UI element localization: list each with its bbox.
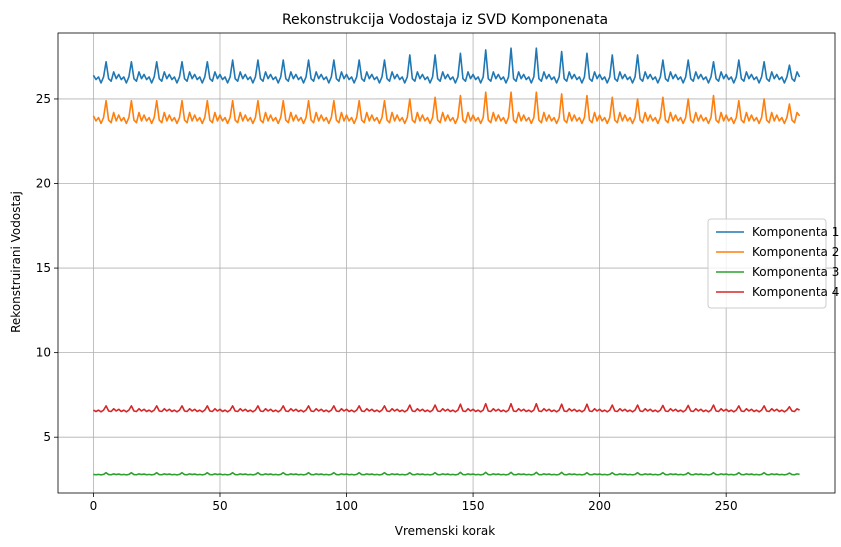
- legend-label: Komponenta 4: [752, 285, 839, 299]
- x-tick-label: 0: [90, 499, 98, 513]
- y-tick-label: 20: [36, 177, 51, 191]
- series-group: [92, 47, 801, 476]
- y-axis-title: Rekonstruirani Vodostaj: [9, 191, 23, 333]
- x-tick-label: 100: [335, 499, 358, 513]
- x-axis-title: Vremenski korak: [395, 524, 495, 538]
- x-axis-ticks: 0 50 100 150 200 250: [90, 493, 738, 513]
- plot-area: [58, 33, 835, 493]
- legend-label: Komponenta 3: [752, 265, 839, 279]
- x-tick-label: 200: [588, 499, 611, 513]
- legend-label: Komponenta 1: [752, 225, 839, 239]
- y-tick-label: 15: [36, 261, 51, 275]
- axes-border: [57, 32, 836, 494]
- legend: Komponenta 1 Komponenta 2 Komponenta 3 Komp…: [707, 218, 839, 309]
- y-axis-ticks: 5 10 15 20 25: [36, 92, 58, 444]
- axes-frame: [57, 32, 836, 494]
- x-tick-label: 250: [715, 499, 738, 513]
- y-tick-label: 25: [36, 92, 51, 106]
- series-line-4: [93, 402, 800, 413]
- series-line-3: [93, 471, 800, 476]
- plot-background: [58, 33, 835, 493]
- y-tick-label: 10: [36, 346, 51, 360]
- series-line-2: [92, 91, 801, 125]
- legend-label: Komponenta 2: [752, 245, 839, 259]
- chart-title: Rekonstrukcija Vodostaja iz SVD Komponen…: [282, 12, 608, 28]
- y-tick-label: 5: [43, 430, 51, 444]
- x-tick-label: 150: [462, 499, 485, 513]
- legend-box: [707, 218, 827, 309]
- gridlines: [58, 33, 835, 493]
- x-tick-label: 50: [212, 499, 227, 513]
- series-line-1: [92, 47, 801, 84]
